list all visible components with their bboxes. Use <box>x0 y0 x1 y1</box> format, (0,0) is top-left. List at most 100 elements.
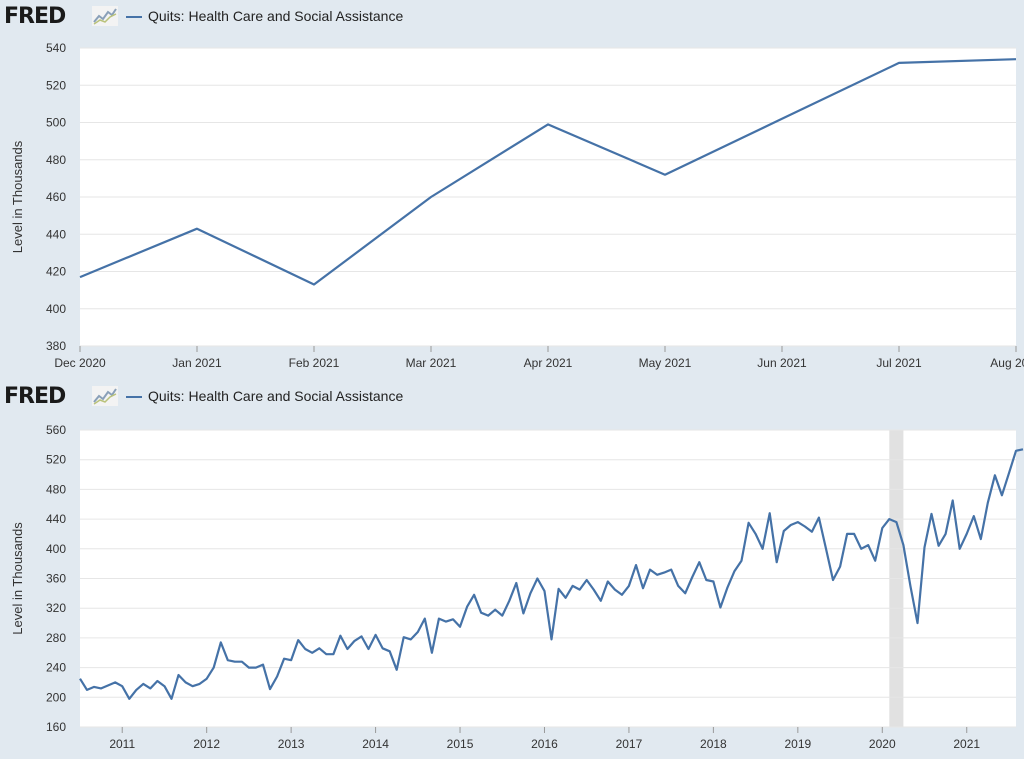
data-point <box>642 587 644 589</box>
data-point <box>367 648 369 650</box>
data-point <box>360 635 362 637</box>
y-tick-label: 320 <box>46 601 66 615</box>
data-point <box>663 571 665 573</box>
data-point <box>951 499 953 501</box>
y-tick-label: 400 <box>46 542 66 556</box>
data-point <box>297 639 299 641</box>
data-point <box>445 620 447 622</box>
y-axis-label: Level in Thousands <box>10 140 25 253</box>
data-point <box>649 568 651 570</box>
y-tick-label: 460 <box>46 190 66 204</box>
y-tick-label: 520 <box>46 78 66 92</box>
data-point <box>867 544 869 546</box>
y-tick-label: 360 <box>46 572 66 586</box>
x-tick-label: Feb 2021 <box>289 356 340 370</box>
x-tick-label: Jan 2021 <box>172 356 222 370</box>
data-point <box>776 561 778 563</box>
data-point <box>86 689 88 691</box>
data-point <box>227 659 229 661</box>
data-point <box>262 663 264 665</box>
data-point <box>332 653 334 655</box>
data-point <box>79 678 81 680</box>
data-point <box>818 516 820 518</box>
data-point <box>346 648 348 650</box>
data-point <box>255 666 257 668</box>
data-point <box>740 559 742 561</box>
data-point <box>670 568 672 570</box>
data-point <box>944 533 946 535</box>
data-point <box>966 533 968 535</box>
y-axis-label: Level in Thousands <box>10 522 25 635</box>
data-point <box>684 592 686 594</box>
data-point <box>973 515 975 517</box>
data-point <box>149 687 151 689</box>
x-tick-label: Apr 2021 <box>524 356 573 370</box>
series-line <box>79 58 1017 286</box>
data-point <box>388 650 390 652</box>
data-point <box>761 548 763 550</box>
data-point <box>93 686 95 688</box>
data-point <box>325 653 327 655</box>
data-point <box>452 618 454 620</box>
data-point <box>846 533 848 535</box>
chart-header: FRED Quits: Health Care and Social Assis… <box>0 380 1024 414</box>
data-point <box>191 685 193 687</box>
data-point <box>902 544 904 546</box>
data-point <box>783 530 785 532</box>
data-point <box>410 638 412 640</box>
data-point <box>832 579 834 581</box>
data-point <box>888 518 890 520</box>
data-point <box>177 674 179 676</box>
y-tick-label: 500 <box>46 116 66 130</box>
data-point <box>234 660 236 662</box>
data-point <box>438 617 440 619</box>
data-point <box>184 681 186 683</box>
data-point <box>466 606 468 608</box>
data-point <box>480 611 482 613</box>
data-point <box>170 698 172 700</box>
data-point <box>107 684 109 686</box>
x-tick-label: 2020 <box>869 737 896 751</box>
data-point <box>1015 58 1017 60</box>
data-point <box>664 173 666 175</box>
data-point <box>747 522 749 524</box>
y-tick-label: 560 <box>46 423 66 437</box>
y-tick-label: 440 <box>46 227 66 241</box>
data-point <box>916 622 918 624</box>
data-point <box>283 657 285 659</box>
data-point <box>290 659 292 661</box>
data-point <box>797 521 799 523</box>
data-point <box>987 502 989 504</box>
y-tick-label: 440 <box>46 512 66 526</box>
data-point <box>135 689 137 691</box>
y-tick-label: 480 <box>46 482 66 496</box>
y-tick-label: 400 <box>46 302 66 316</box>
data-point <box>621 594 623 596</box>
data-point <box>564 597 566 599</box>
data-point <box>313 283 315 285</box>
data-point <box>656 574 658 576</box>
x-tick-label: Mar 2021 <box>406 356 457 370</box>
data-point <box>487 614 489 616</box>
panel-divider <box>0 376 1024 380</box>
x-tick-label: 2011 <box>109 737 135 751</box>
data-point <box>473 594 475 596</box>
data-point <box>980 538 982 540</box>
y-tick-label: 280 <box>46 631 66 645</box>
data-point <box>311 652 313 654</box>
data-point <box>395 669 397 671</box>
data-point <box>898 62 900 64</box>
x-tick-label: Dec 2020 <box>54 356 106 370</box>
data-point <box>163 685 165 687</box>
data-point <box>494 608 496 610</box>
chart-panel-bottom: 160 200 240 280 320 360 400 440 480 520 560 2011 201… <box>0 380 1024 759</box>
chart-bottom: 160 200 240 280 320 360 400 440 480 520 560 2011 201… <box>10 423 1024 751</box>
x-tick-label: May 2021 <box>639 356 692 370</box>
data-point <box>114 681 116 683</box>
data-point <box>958 548 960 550</box>
data-point <box>547 123 549 125</box>
y-tick-label: 380 <box>46 339 66 353</box>
x-tick-label: 2019 <box>784 737 811 751</box>
data-point <box>607 580 609 582</box>
data-point <box>994 474 996 476</box>
